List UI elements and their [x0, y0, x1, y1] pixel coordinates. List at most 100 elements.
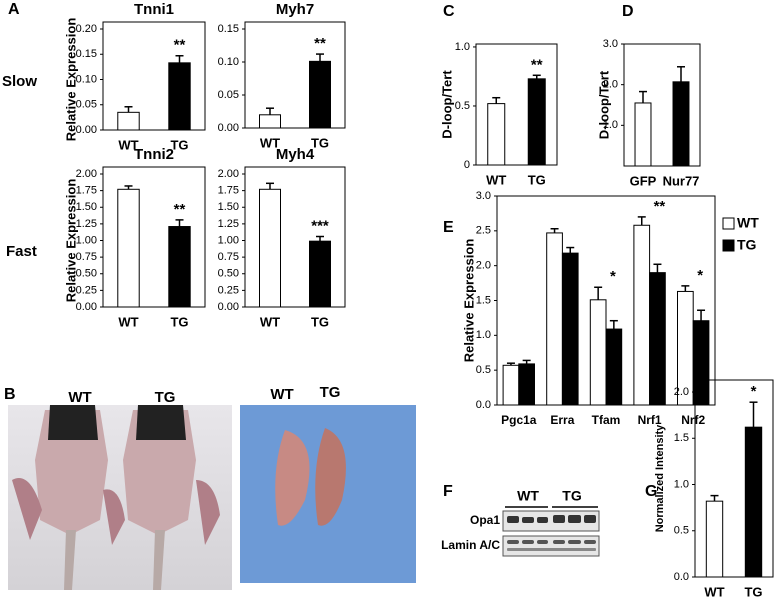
y-tick-label: 1.25	[76, 218, 97, 230]
legend-swatch	[722, 239, 735, 252]
x-tick-label: TG	[528, 172, 546, 187]
y-tick-label: 0.5	[476, 364, 491, 376]
significance: *	[697, 267, 703, 284]
bar	[487, 103, 506, 166]
y-tick-label: 1.25	[218, 218, 239, 230]
y-tick-label: 1.0	[476, 329, 491, 341]
plot-frame	[475, 43, 558, 166]
y-tick-label: 0.10	[76, 73, 97, 85]
y-tick-label: 0.00	[76, 124, 97, 136]
plot-frame	[102, 166, 206, 308]
significance: **	[314, 35, 326, 52]
panel-letter: E	[443, 219, 454, 236]
panel-letter: B	[4, 386, 16, 403]
bar	[259, 114, 281, 129]
blot-group: WT	[517, 488, 539, 504]
y-axis-label: D-loop/Tert	[439, 70, 454, 139]
legend-label: TG	[737, 237, 757, 253]
chart-title: Tnni2	[134, 146, 174, 163]
muscle-shape	[275, 430, 310, 526]
y-tick-label: 0.25	[218, 284, 239, 296]
plot-frame	[244, 166, 346, 308]
y-tick-label: 1.0	[674, 478, 689, 490]
bar	[527, 78, 546, 166]
y-tick-label: 0.00	[76, 301, 97, 313]
y-tick-label: 0.05	[218, 89, 239, 101]
bar	[705, 500, 724, 578]
significance: **	[654, 198, 666, 215]
legend-swatch	[722, 217, 735, 230]
y-tick-label: 2.0	[603, 79, 618, 91]
bar	[589, 299, 607, 406]
y-tick-label: 1.5	[674, 432, 689, 444]
plot-frame	[102, 21, 206, 131]
y-tick-label: 0.75	[76, 251, 97, 263]
bar	[634, 102, 652, 167]
bar	[168, 226, 191, 308]
y-axis-label: D-loop/Tert	[596, 70, 611, 139]
x-tick-label: Nur77	[663, 173, 700, 188]
bar	[259, 188, 281, 308]
photo-label: WT	[270, 386, 293, 403]
x-tick-label: Nrf1	[638, 413, 662, 427]
x-tick-label: TG	[311, 314, 329, 329]
y-tick-label: 0.0	[476, 399, 491, 411]
y-tick-label: 0.05	[76, 99, 97, 111]
x-tick-label: WT	[260, 314, 280, 329]
muscle-shape	[315, 428, 346, 526]
plot-frame	[244, 21, 346, 129]
legend-label: WT	[737, 215, 759, 231]
x-tick-label: Erra	[550, 413, 574, 427]
y-tick-label: 0.5	[455, 100, 470, 112]
y-tick-label: 1.75	[76, 185, 97, 197]
y-tick-label: 2.00	[218, 168, 239, 180]
chart-title: Myh7	[276, 1, 314, 18]
x-tick-label: WT	[260, 135, 280, 150]
y-tick-label: 0.25	[76, 284, 97, 296]
y-tick-label: 1.5	[476, 294, 491, 306]
x-tick-label: TG	[311, 135, 329, 150]
y-axis-label: Relative Expression	[63, 18, 78, 142]
panel-letter: F	[443, 483, 453, 500]
x-tick-label: WT	[118, 314, 138, 329]
bar	[546, 232, 563, 406]
significance: **	[174, 201, 186, 218]
y-tick-label: 0.15	[76, 48, 97, 60]
bar	[561, 252, 579, 406]
plot-frame	[623, 43, 701, 167]
chart-title: Myh4	[276, 146, 315, 163]
bar	[744, 426, 763, 578]
y-tick-label: 1.75	[218, 185, 239, 197]
panel-letter: G	[645, 483, 657, 500]
photo-label: WT	[68, 389, 91, 406]
significance: **	[174, 37, 186, 54]
y-axis-label: Relative Expression	[461, 239, 476, 363]
y-axis-label: Relative Expression	[63, 179, 78, 303]
x-tick-label: TG	[744, 584, 762, 597]
x-tick-label: WT	[704, 584, 724, 597]
significance: *	[751, 383, 757, 400]
bar	[117, 111, 140, 131]
y-tick-label: 1.0	[455, 41, 470, 53]
bar	[518, 363, 535, 406]
blot-group: TG	[562, 488, 582, 504]
y-tick-label: 2.5	[476, 225, 491, 237]
y-tick-label: 2.00	[76, 168, 97, 180]
y-tick-label: 1.00	[76, 234, 97, 246]
panel-letter: C	[443, 3, 455, 20]
x-tick-label: TG	[170, 314, 188, 329]
blot-image	[502, 510, 600, 557]
y-tick-label: 2.0	[476, 260, 491, 272]
significance: **	[531, 56, 543, 73]
panel-letter: A	[8, 1, 20, 18]
y-tick-label: 0.75	[218, 251, 239, 263]
y-tick-label: 0.00	[218, 301, 239, 313]
y-tick-label: 0.0	[674, 571, 689, 583]
x-tick-label: GFP	[630, 173, 657, 188]
panel-letter: D	[622, 3, 634, 20]
x-tick-label: Nrf2	[681, 413, 705, 427]
y-tick-label: 1.00	[218, 234, 239, 246]
x-tick-label: Pgc1a	[501, 413, 537, 427]
bar	[309, 60, 331, 129]
